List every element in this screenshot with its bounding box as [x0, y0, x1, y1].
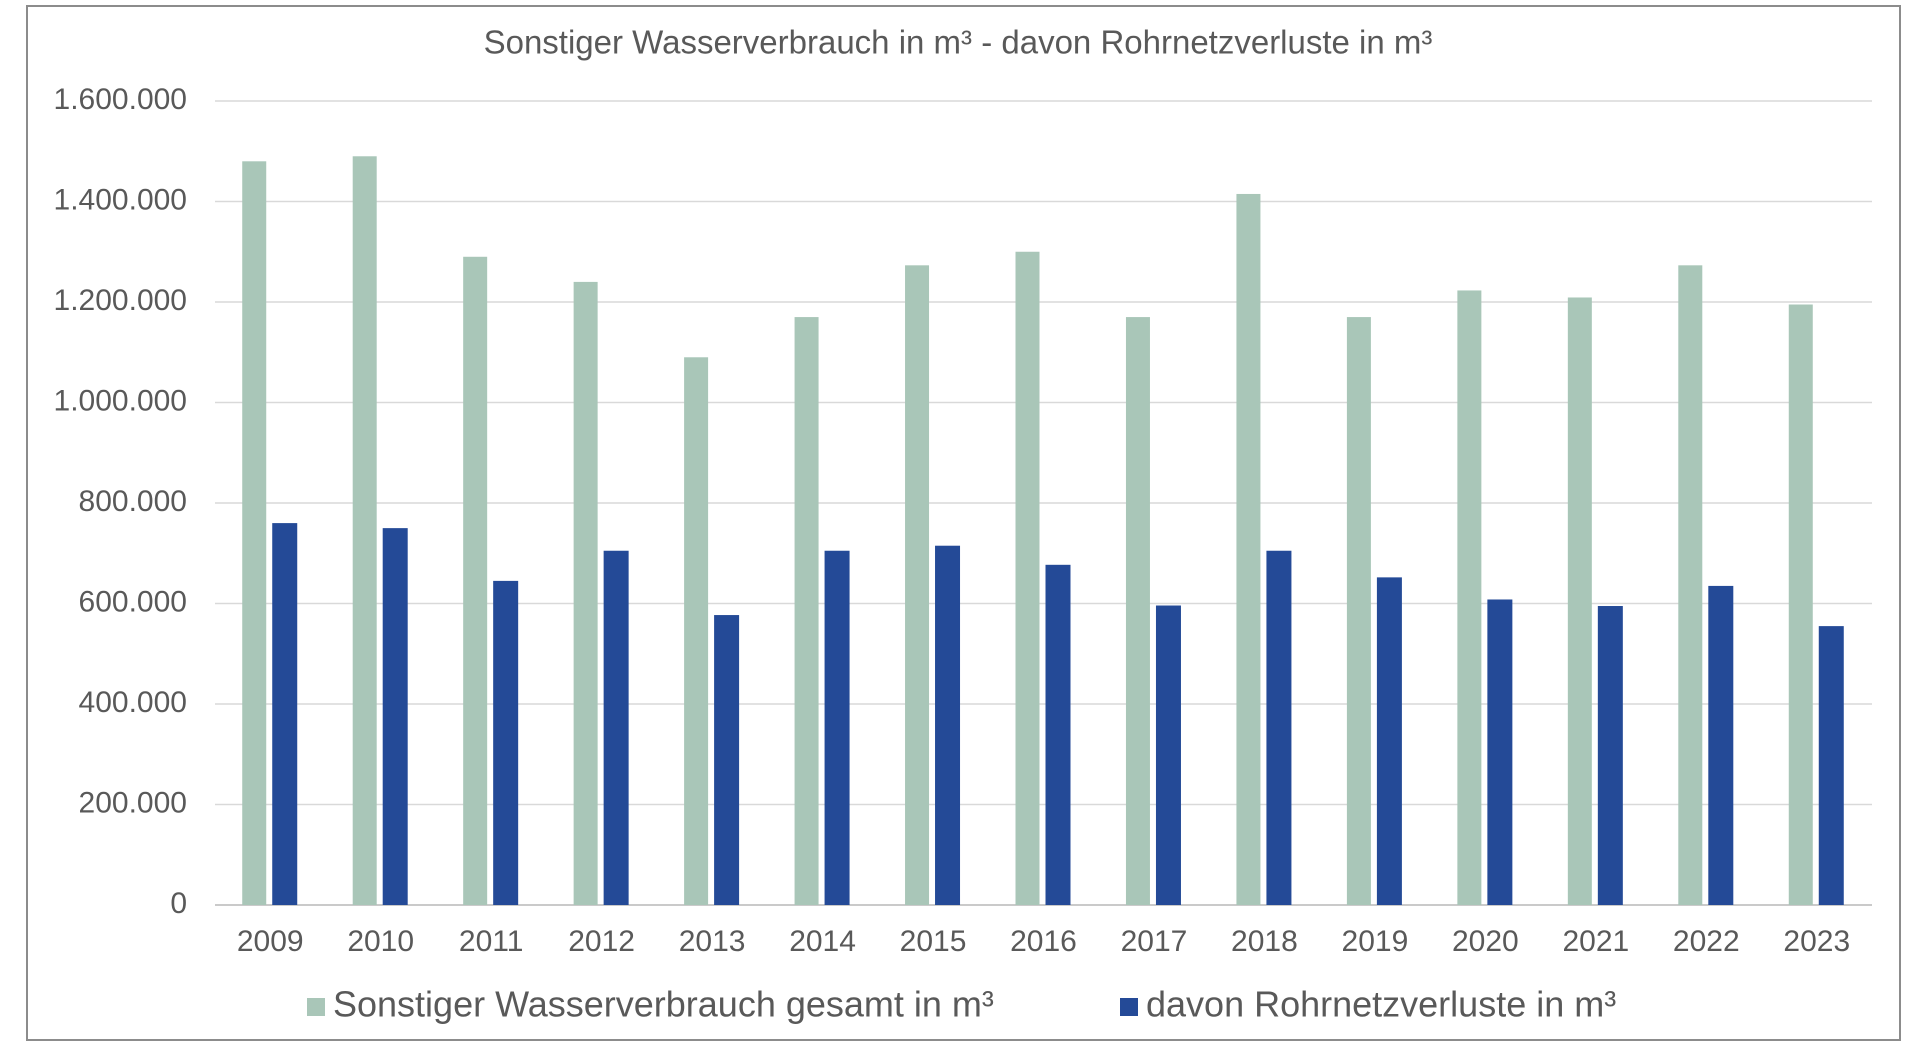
bar [382, 528, 408, 905]
y-tick-label: 200.000 [79, 786, 187, 819]
x-tick-label: 2018 [1231, 925, 1298, 958]
bar [493, 580, 519, 905]
y-tick-label: 1.000.000 [54, 384, 187, 417]
y-tick-label: 1.200.000 [54, 284, 187, 317]
bar [1045, 564, 1071, 905]
bar [1487, 599, 1513, 905]
bar [352, 156, 377, 905]
bar [794, 317, 819, 905]
bar [1125, 317, 1150, 905]
x-tick-label: 2010 [347, 925, 414, 958]
x-tick-label: 2013 [679, 925, 746, 958]
x-tick-label: 2015 [900, 925, 967, 958]
bar [1236, 193, 1261, 905]
bar [573, 281, 598, 905]
bar [1457, 290, 1482, 905]
bar [463, 256, 488, 905]
x-tick-label: 2022 [1673, 925, 1740, 958]
bar [1567, 297, 1592, 905]
y-tick-label: 800.000 [79, 485, 187, 518]
bar [1597, 606, 1623, 905]
bar [1376, 577, 1402, 905]
x-tick-label: 2023 [1783, 925, 1850, 958]
x-tick-label: 2021 [1562, 925, 1629, 958]
bar [1788, 304, 1813, 905]
bar [905, 265, 930, 905]
legend-label: davon Rohrnetzverluste in m³ [1146, 984, 1616, 1025]
bar [1678, 265, 1703, 905]
x-tick-label: 2019 [1342, 925, 1409, 958]
x-tick-label: 2016 [1010, 925, 1077, 958]
legend-swatch [1120, 998, 1138, 1016]
x-tick-label: 2020 [1452, 925, 1519, 958]
bar [242, 161, 267, 906]
legend-label: Sonstiger Wasserverbrauch gesamt in m³ [333, 984, 994, 1025]
bar [684, 357, 709, 905]
x-tick-label: 2012 [568, 925, 635, 958]
x-tick-label: 2009 [237, 925, 304, 958]
bar [824, 550, 850, 905]
chart-title: Sonstiger Wasserverbrauch in m³ - davon … [484, 24, 1433, 61]
y-tick-label: 400.000 [79, 686, 187, 719]
y-tick-label: 0 [170, 887, 187, 920]
legend-swatch [307, 998, 325, 1016]
x-tick-label: 2014 [789, 925, 856, 958]
bar [603, 550, 629, 905]
bar [1708, 585, 1734, 905]
bar [272, 523, 298, 905]
bar [935, 545, 961, 905]
x-tick-label: 2017 [1121, 925, 1188, 958]
bar [1346, 317, 1371, 905]
bar [1818, 626, 1844, 905]
y-tick-label: 600.000 [79, 585, 187, 618]
x-tick-label: 2011 [459, 925, 524, 958]
bar [1266, 550, 1292, 905]
bar [714, 615, 740, 905]
y-tick-label: 1.400.000 [54, 183, 187, 216]
y-tick-label: 1.600.000 [54, 83, 187, 116]
bar [1015, 251, 1040, 905]
bar [1155, 605, 1181, 905]
